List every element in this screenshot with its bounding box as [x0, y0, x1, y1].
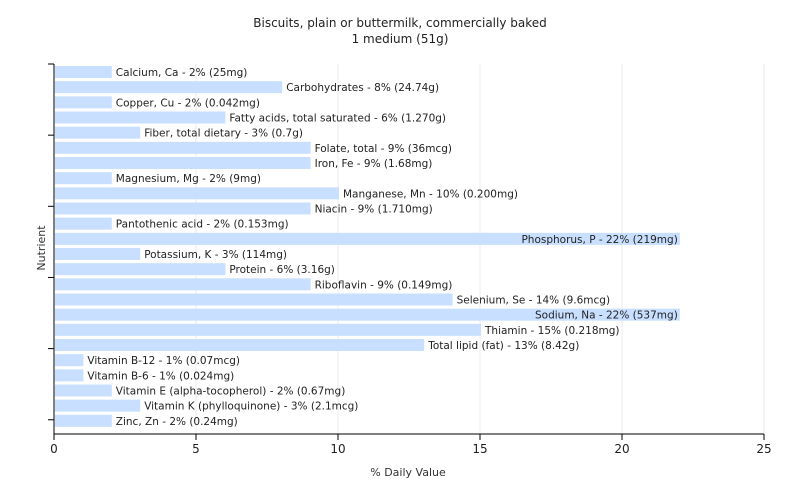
bar — [55, 202, 311, 215]
axes: 0 5 10 15 20 25 — [48, 63, 772, 456]
bar — [55, 96, 112, 109]
bar-label: Vitamin B-6 - 1% (0.024mg) — [87, 370, 234, 382]
bar-label: Vitamin E (alpha-tocopherol) - 2% (0.67m… — [116, 386, 345, 398]
bar-label: Protein - 6% (3.16g) — [229, 264, 335, 276]
bar-label: Vitamin K (phylloquinone) - 3% (2.1mcg) — [144, 401, 358, 413]
bar-label: Calcium, Ca - 2% (25mg) — [116, 67, 248, 79]
bar — [55, 308, 680, 321]
grid-lines — [195, 64, 765, 434]
x-tick-label: 10 — [330, 442, 345, 456]
bar-label: Phosphorus, P - 22% (219mg) — [521, 234, 677, 246]
x-tick-label: 0 — [50, 442, 58, 456]
bar-label: Sodium, Na - 22% (537mg) — [535, 310, 678, 322]
bar — [55, 66, 112, 78]
bars: Calcium, Ca - 2% (25mg) Carbohydrates - 8… — [55, 66, 680, 428]
x-tick-label: 5 — [192, 442, 200, 456]
x-tick-label: 20 — [614, 442, 629, 456]
bar-label: Magnesium, Mg - 2% (9mg) — [116, 173, 261, 185]
chart-subtitle: 1 medium (51g) — [351, 32, 449, 46]
bar — [55, 323, 481, 336]
bar-label: Riboflavin - 9% (0.149mg) — [315, 279, 453, 291]
bar — [55, 278, 311, 291]
bar — [55, 111, 226, 124]
bar — [55, 81, 283, 94]
x-axis-label: % Daily Value — [370, 466, 446, 479]
bar — [55, 414, 112, 427]
chart-title: Biscuits, plain or buttermilk, commercia… — [253, 16, 547, 30]
bar-label: Fatty acids, total saturated - 6% (1.270… — [229, 113, 446, 125]
bar — [55, 248, 141, 260]
bar-label: Fiber, total dietary - 3% (0.7g) — [144, 128, 303, 140]
bar-label: Vitamin B-12 - 1% (0.07mcg) — [87, 355, 240, 367]
bar — [55, 399, 141, 412]
bar-label: Pantothenic acid - 2% (0.153mg) — [116, 219, 289, 231]
bar-label: Thiamin - 15% (0.218mg) — [484, 325, 620, 337]
bar-label: Potassium, K - 3% (114mg) — [144, 249, 287, 261]
bar — [55, 354, 84, 367]
bar — [55, 263, 226, 276]
bar — [55, 369, 84, 382]
bar-label: Folate, total - 9% (36mcg) — [315, 143, 452, 155]
bar — [55, 157, 311, 169]
bar-label: Copper, Cu - 2% (0.042mg) — [116, 97, 260, 109]
bar — [55, 384, 112, 397]
bar — [55, 172, 112, 185]
x-tick-label: 25 — [756, 442, 771, 456]
x-tick-label: 15 — [472, 442, 487, 456]
bar-label: Carbohydrates - 8% (24.74g) — [286, 82, 439, 94]
bar — [55, 232, 680, 245]
bar — [55, 187, 339, 200]
bar-label: Niacin - 9% (1.710mg) — [315, 204, 433, 216]
bar — [55, 293, 453, 306]
bar — [55, 339, 425, 351]
bar — [55, 126, 141, 139]
bar-label: Iron, Fe - 9% (1.68mg) — [315, 158, 433, 170]
bar-label: Zinc, Zn - 2% (0.24mg) — [116, 416, 238, 428]
bar — [55, 217, 112, 230]
bar-label: Manganese, Mn - 10% (0.200mg) — [343, 188, 518, 200]
bar-label: Selenium, Se - 14% (9.6mcg) — [457, 295, 610, 307]
bar — [55, 141, 311, 154]
y-axis-label: Nutrient — [35, 225, 48, 271]
bar-label: Total lipid (fat) - 13% (8.42g) — [427, 340, 579, 352]
